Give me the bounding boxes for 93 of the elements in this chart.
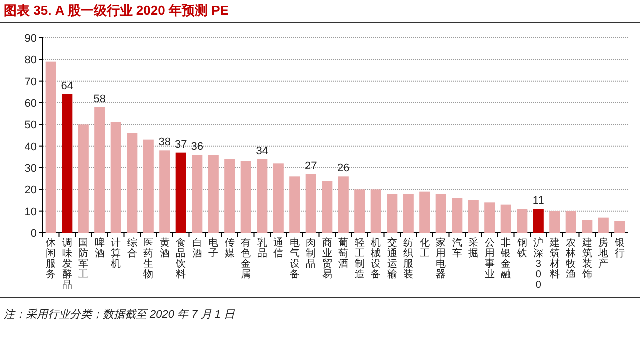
bar	[290, 176, 300, 233]
bar	[78, 124, 89, 233]
y-tick-label: 50	[24, 120, 37, 132]
bar	[517, 209, 528, 233]
text: 注：采用行业分类；数据截至 2020 年 7 月 1 日	[4, 308, 236, 321]
bar	[322, 181, 333, 233]
x-tick-label: 肉制品	[306, 238, 316, 270]
bar	[208, 155, 219, 233]
x-tick-label: 非银金融	[500, 237, 512, 280]
bar	[468, 200, 479, 233]
y-tick-label: 80	[24, 54, 37, 67]
y-tick-label: 10	[24, 206, 37, 218]
x-tick-label: 食品饮料	[175, 237, 186, 280]
x-tick-label: 电气设备	[290, 237, 300, 280]
x-tick-label: 乳品	[257, 237, 268, 260]
x-tick-label: 化工	[420, 237, 430, 260]
x-tick-label: 家用电器	[436, 237, 446, 280]
bar	[306, 174, 316, 233]
data-label: 64	[61, 80, 74, 92]
x-tick-label: 纺织服装	[404, 237, 414, 280]
bar	[354, 190, 366, 233]
bar	[452, 198, 463, 233]
bar	[257, 159, 268, 233]
data-label: 34	[256, 145, 268, 158]
x-tick-label: 传媒	[224, 238, 235, 260]
y-tick-label: 20	[24, 184, 37, 197]
x-tick-label: 通信	[274, 237, 284, 260]
bar	[566, 211, 576, 233]
y-tick-label: 70	[24, 76, 37, 88]
bar	[94, 107, 106, 233]
x-tick-label: 啤酒	[94, 237, 105, 260]
bar	[192, 155, 203, 233]
bar	[614, 221, 626, 233]
x-tick-label: 交通运输	[387, 237, 398, 280]
x-tick-label: 建筑装饰	[581, 237, 592, 280]
x-tick-label: 黄酒	[160, 237, 170, 260]
bar	[240, 162, 252, 233]
x-tick-label: 综合	[127, 237, 138, 260]
x-tick-label: 医药生物	[144, 238, 154, 280]
data-label: 37	[175, 138, 188, 151]
x-tick-label: 计算机	[111, 237, 122, 270]
y-tick-label: 0	[30, 228, 37, 240]
y-tick-label: 60	[24, 98, 37, 110]
bar	[46, 62, 56, 233]
bar	[436, 194, 446, 233]
bar	[484, 202, 496, 233]
x-tick-label: 轻工制造	[354, 237, 365, 280]
bar	[370, 190, 382, 233]
x-tick-label: 银行	[614, 238, 625, 260]
x-tick-label: 国防军工	[78, 238, 89, 280]
x-tick-label: 调味发酵品	[62, 237, 72, 291]
data-label: 58	[94, 93, 106, 106]
bar	[110, 122, 122, 233]
bar	[403, 194, 414, 233]
bar	[420, 192, 430, 233]
x-tick-label: 建筑材料	[548, 237, 560, 280]
x-tick-label: 农林牧渔	[565, 238, 576, 280]
x-tick-label: 公用事业	[484, 237, 495, 280]
bar	[273, 164, 284, 233]
x-tick-label: 钢铁	[516, 238, 528, 260]
x-tick-label: 葡萄酒	[338, 237, 349, 270]
x-tick-label: 房地产	[598, 237, 609, 270]
bar	[582, 220, 593, 233]
bar	[598, 218, 609, 233]
bar	[176, 152, 186, 233]
data-label: 11	[532, 195, 544, 208]
bar	[338, 176, 349, 233]
y-tick-label: 90	[24, 33, 37, 45]
bar	[62, 94, 73, 233]
bar	[160, 150, 170, 233]
y-tick-label: 40	[24, 141, 37, 154]
x-tick-label: 沪深300	[534, 237, 544, 291]
x-tick-label: 汽车	[452, 237, 462, 260]
y-tick-label: 30	[24, 163, 37, 175]
x-tick-label: 机械设备	[371, 237, 382, 280]
bar	[127, 133, 138, 233]
data-label: 36	[191, 141, 204, 153]
bar	[533, 209, 544, 233]
bar	[500, 204, 512, 233]
x-tick-label: 采掘	[468, 237, 479, 260]
x-tick-label: 有色金属	[241, 237, 252, 280]
x-tick-label: 电子	[208, 237, 219, 260]
data-label: 38	[158, 136, 171, 149]
data-label: 27	[305, 160, 318, 172]
x-tick-label: 白酒	[192, 237, 202, 260]
bar	[550, 211, 560, 233]
chart-title: 图表 35. A 股一级行业 2020 年预测 PE	[4, 3, 230, 18]
x-tick-label: 休闲服务	[46, 238, 56, 280]
bar	[224, 159, 236, 233]
data-label: 26	[338, 162, 350, 175]
bar	[143, 140, 154, 233]
bar	[387, 194, 398, 233]
x-tick-label: 商业贸易	[322, 237, 332, 280]
